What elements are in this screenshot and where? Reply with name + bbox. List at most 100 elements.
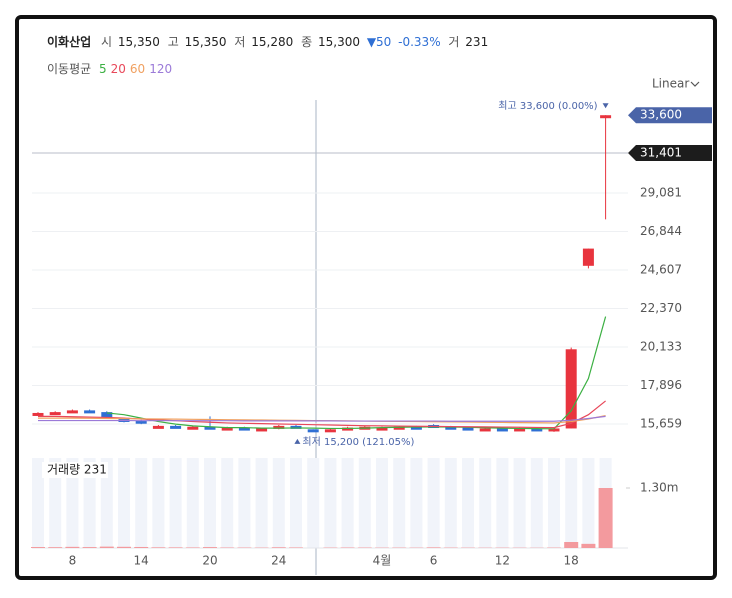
x-tick-label: 14	[134, 554, 149, 568]
volume-bar	[581, 544, 595, 548]
candle-body	[600, 115, 611, 118]
scale-mode[interactable]: Linear	[652, 77, 689, 91]
volume-bar	[272, 547, 286, 548]
volume-column-bg	[221, 458, 233, 548]
candle-body	[480, 428, 491, 431]
y-tick-label: 29,081	[640, 185, 682, 199]
legend-entry: 5	[99, 62, 107, 76]
volume-column-bg	[307, 458, 319, 548]
low-note: 최저 15,200 (121.05%)	[302, 436, 414, 448]
x-tick-label: 4월	[373, 554, 392, 568]
volume-column-bg	[273, 458, 285, 548]
volume-bar	[599, 488, 613, 548]
volume-column-bg	[256, 458, 268, 548]
volume-title: 거래량 231	[47, 463, 107, 477]
candle-body	[566, 349, 577, 428]
y-tick-label: 22,370	[640, 301, 682, 315]
legend-entry: 20	[111, 62, 126, 76]
volume-column-bg	[496, 458, 508, 548]
volume-column-bg	[170, 458, 182, 548]
volume-bar	[117, 547, 131, 548]
x-tick-label: 8	[69, 554, 77, 568]
field-label: 거	[448, 35, 459, 49]
volume-bar	[203, 547, 217, 548]
volume-column-bg	[324, 458, 336, 548]
x-tick-label: 6	[430, 554, 438, 568]
volume-column-bg	[152, 458, 164, 548]
field-value: 15,280	[251, 35, 293, 49]
volume-column-bg	[359, 458, 371, 548]
field-value: 15,300	[318, 35, 360, 49]
high-note: 최고 33,600 (0.00%)	[498, 100, 597, 112]
volume-bar	[289, 547, 303, 548]
volume-column-bg	[290, 458, 302, 548]
volume-column-bg	[118, 458, 130, 548]
volume-column-bg	[531, 458, 543, 548]
volume-column-bg	[135, 458, 147, 548]
field-label: 종	[301, 35, 312, 49]
field-label: 저	[234, 35, 245, 49]
volume-bar	[220, 547, 234, 548]
volume-bar	[31, 547, 45, 548]
volume-column-bg	[445, 458, 457, 548]
legend-title: 이동평균	[47, 62, 91, 76]
volume-column-bg	[238, 458, 250, 548]
candle-body	[187, 427, 198, 430]
volume-column-bg	[428, 458, 440, 548]
volume-bar	[134, 547, 148, 548]
volume-column-bg	[342, 458, 354, 548]
change-pct: -0.33%	[398, 35, 440, 49]
x-tick-label: 24	[271, 554, 286, 568]
volume-bar	[65, 547, 79, 548]
volume-column-bg	[565, 458, 577, 548]
y-tick-label: 15,659	[640, 416, 682, 430]
field-label: 시	[101, 35, 112, 49]
field-value: 15,350	[118, 35, 160, 49]
volume-bar	[186, 547, 200, 548]
volume-bar	[427, 547, 441, 548]
x-tick-label: 12	[495, 554, 510, 568]
volume-column-bg	[393, 458, 405, 548]
volume-bar	[151, 547, 165, 548]
volume-bar	[341, 547, 355, 548]
candle-body	[84, 410, 95, 413]
volume-column-bg	[479, 458, 491, 548]
volume-bar	[100, 547, 114, 548]
price-tag-label: 31,401	[640, 146, 682, 160]
volume-bar	[83, 547, 97, 548]
volume-column-bg	[410, 458, 422, 548]
y-tick-label: 26,844	[640, 224, 682, 238]
candle-body	[463, 428, 474, 431]
x-tick-label: 20	[202, 554, 217, 568]
volume-column-bg	[548, 458, 560, 548]
volume-column-bg	[514, 458, 526, 548]
candle-body	[325, 429, 336, 432]
field-value: 15,350	[185, 35, 227, 49]
candle-body	[67, 410, 78, 413]
y-tick-label: 24,607	[640, 262, 682, 276]
candle-body	[33, 413, 44, 416]
volume-column-bg	[376, 458, 388, 548]
candle-body	[583, 249, 594, 266]
volume-column-bg	[582, 458, 594, 548]
candle-body	[50, 412, 61, 415]
stock-name: 이화산업	[47, 34, 91, 49]
y-tick-label: 1.30m	[640, 481, 678, 495]
change: ▼50	[367, 35, 392, 49]
candle-body	[256, 428, 267, 431]
candle-body	[308, 429, 319, 432]
field-label: 고	[168, 35, 179, 49]
volume-bar	[564, 542, 578, 548]
header: 이화산업 시 15,350 고 15,350 저 15,280 종 15,300…	[47, 34, 488, 49]
field-value: 231	[465, 35, 488, 49]
y-tick-label: 17,896	[640, 378, 682, 392]
last-price-label: 33,600	[640, 108, 682, 122]
volume-bar	[169, 547, 183, 548]
candle-body	[153, 426, 164, 429]
y-tick-label: 20,133	[640, 339, 682, 353]
candle-body	[497, 428, 508, 431]
volume-column-bg	[462, 458, 474, 548]
legend-entry: 60	[130, 62, 145, 76]
